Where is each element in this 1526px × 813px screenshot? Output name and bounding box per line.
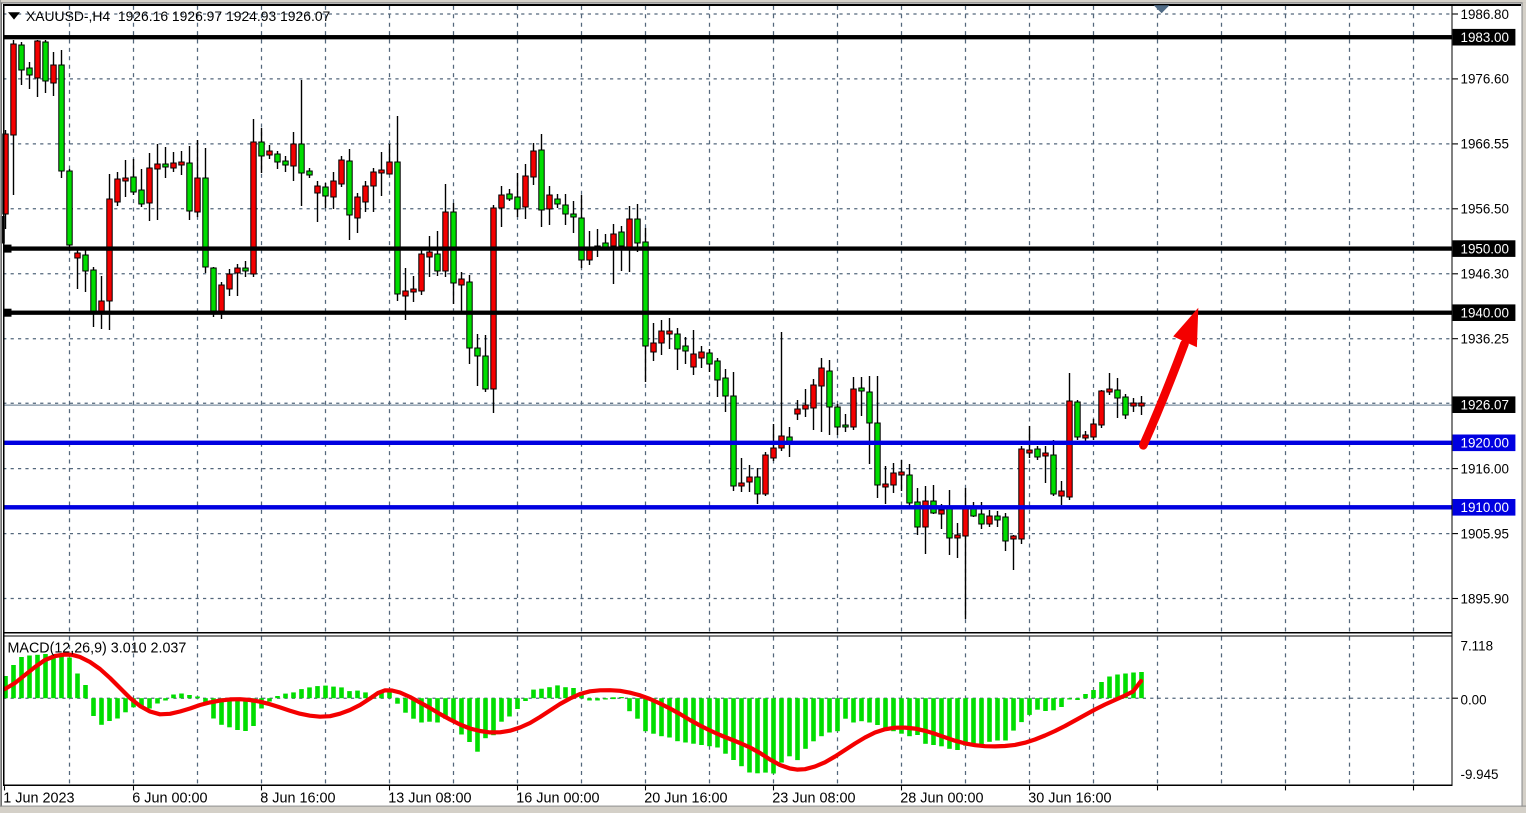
svg-text:1916.00: 1916.00 — [1461, 461, 1509, 476]
svg-text:1986.80: 1986.80 — [1461, 7, 1509, 22]
svg-text:1 Jun 2023: 1 Jun 2023 — [3, 791, 74, 807]
svg-text:1910.00: 1910.00 — [1461, 500, 1509, 515]
svg-text:-9.945: -9.945 — [1461, 767, 1499, 782]
svg-text:30 Jun 16:00: 30 Jun 16:00 — [1028, 791, 1111, 807]
svg-text:1976.60: 1976.60 — [1461, 72, 1509, 87]
svg-text:MACD(12,26,9) 3.010 2.037: MACD(12,26,9) 3.010 2.037 — [8, 641, 187, 657]
svg-text:1956.50: 1956.50 — [1461, 202, 1509, 217]
svg-text:1905.95: 1905.95 — [1461, 526, 1509, 541]
svg-text:1966.55: 1966.55 — [1461, 137, 1509, 152]
svg-text:23 Jun 08:00: 23 Jun 08:00 — [772, 791, 855, 807]
svg-text:0.00: 0.00 — [1461, 692, 1487, 707]
svg-text:1950.00: 1950.00 — [1461, 241, 1509, 256]
svg-text:28 Jun 00:00: 28 Jun 00:00 — [900, 791, 983, 807]
svg-text:20 Jun 16:00: 20 Jun 16:00 — [644, 791, 727, 807]
svg-text:1983.00: 1983.00 — [1461, 30, 1509, 45]
svg-text:1946.30: 1946.30 — [1461, 267, 1509, 282]
svg-text:1926.07: 1926.07 — [1461, 398, 1509, 413]
svg-text:1920.00: 1920.00 — [1461, 436, 1509, 451]
svg-text:16 Jun 00:00: 16 Jun 00:00 — [516, 791, 599, 807]
svg-text:1940.00: 1940.00 — [1461, 306, 1509, 321]
svg-text:XAUUSD-,H4 1926.16 1926.97 19: XAUUSD-,H4 1926.16 1926.97 1924.93 1926.… — [26, 8, 331, 24]
svg-text:13 Jun 08:00: 13 Jun 08:00 — [388, 791, 471, 807]
svg-text:6 Jun 00:00: 6 Jun 00:00 — [132, 791, 207, 807]
svg-text:1895.90: 1895.90 — [1461, 591, 1509, 606]
svg-text:7.118: 7.118 — [1461, 639, 1494, 654]
svg-text:8 Jun 16:00: 8 Jun 16:00 — [260, 791, 335, 807]
svg-text:1936.25: 1936.25 — [1461, 332, 1509, 347]
